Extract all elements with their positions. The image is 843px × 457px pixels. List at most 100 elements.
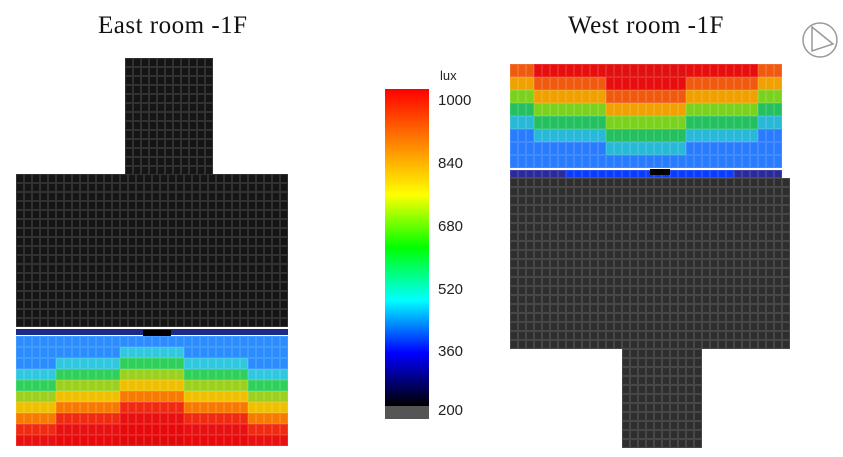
west-cell: [774, 103, 782, 116]
west-cell: [598, 90, 606, 103]
west-cell: [630, 187, 638, 196]
west-cell: [662, 241, 670, 250]
east-cell: [192, 237, 200, 246]
east-cell: [208, 358, 216, 369]
east-cell: [112, 435, 120, 446]
west-cell: [566, 259, 574, 268]
east-cell: [192, 201, 200, 210]
west-cell: [654, 304, 662, 313]
east-cell: [208, 273, 216, 282]
east-cell: [173, 139, 181, 148]
west-cell: [702, 116, 710, 129]
east-cell: [149, 94, 157, 103]
east-cell: [96, 255, 104, 264]
west-cell: [662, 358, 670, 367]
east-cell: [144, 413, 152, 424]
west-cell: [774, 129, 782, 142]
west-cell: [702, 295, 710, 304]
west-cell: [654, 286, 662, 295]
west-cell: [654, 214, 662, 223]
east-cell: [189, 94, 197, 103]
west-cell: [622, 155, 630, 168]
east-cell: [64, 273, 72, 282]
west-cell: [670, 90, 678, 103]
east-cell: [184, 300, 192, 309]
west-cell: [774, 250, 782, 259]
east-cell: [200, 237, 208, 246]
east-cell: [112, 255, 120, 264]
east-cell: [160, 318, 168, 327]
east-cell: [200, 192, 208, 201]
west-cell: [534, 64, 542, 77]
east-cell: [152, 210, 160, 219]
west-cell: [630, 116, 638, 129]
west-cell: [518, 322, 526, 331]
west-cell: [526, 103, 534, 116]
west-cell: [638, 205, 646, 214]
east-cell: [72, 192, 80, 201]
west-cell: [742, 64, 750, 77]
east-cell: [72, 413, 80, 424]
east-cell: [165, 85, 173, 94]
east-cell: [144, 336, 152, 347]
west-cell: [550, 331, 558, 340]
east-cell: [184, 336, 192, 347]
east-cell: [256, 246, 264, 255]
east-cell: [16, 402, 24, 413]
west-cell: [622, 259, 630, 268]
east-cell: [248, 183, 256, 192]
east-cell: [280, 318, 288, 327]
west-cell: [566, 90, 574, 103]
west-cell: [758, 116, 766, 129]
west-cell: [598, 103, 606, 116]
west-cell: [774, 64, 782, 77]
east-cell: [256, 264, 264, 273]
west-cell: [526, 259, 534, 268]
west-cell: [718, 232, 726, 241]
east-cell: [72, 369, 80, 380]
west-cell: [542, 205, 550, 214]
west-cell: [534, 90, 542, 103]
east-cell: [64, 291, 72, 300]
west-cell: [606, 232, 614, 241]
east-cell: [240, 273, 248, 282]
east-cell: [280, 246, 288, 255]
west-cell: [558, 178, 566, 187]
east-cell: [56, 291, 64, 300]
east-cell: [165, 139, 173, 148]
west-cell: [606, 205, 614, 214]
east-cell: [88, 424, 96, 435]
east-cell: [144, 183, 152, 192]
east-cell: [133, 103, 141, 112]
west-cell: [766, 90, 774, 103]
west-cell: [750, 259, 758, 268]
east-cell: [56, 201, 64, 210]
east-cell: [72, 273, 80, 282]
east-cell: [192, 174, 200, 183]
west-cell: [638, 277, 646, 286]
west-cell: [710, 304, 718, 313]
west-cell: [766, 277, 774, 286]
west-cell: [718, 205, 726, 214]
west-cell: [526, 232, 534, 241]
west-cell: [638, 103, 646, 116]
east-cell: [280, 273, 288, 282]
west-cell: [758, 304, 766, 313]
east-cell: [125, 121, 133, 130]
west-cell: [686, 241, 694, 250]
east-cell: [125, 67, 133, 76]
east-cell: [200, 228, 208, 237]
east-cell: [184, 369, 192, 380]
compass-icon: [802, 22, 838, 58]
west-cell: [694, 304, 702, 313]
west-cell: [566, 205, 574, 214]
east-cell: [248, 201, 256, 210]
west-cell: [662, 340, 670, 349]
east-cell: [205, 67, 213, 76]
east-cell: [152, 264, 160, 273]
east-cell: [24, 246, 32, 255]
east-cell: [64, 264, 72, 273]
west-cell: [782, 241, 790, 250]
west-cell: [630, 155, 638, 168]
legend-tick-520: 520: [438, 281, 464, 298]
